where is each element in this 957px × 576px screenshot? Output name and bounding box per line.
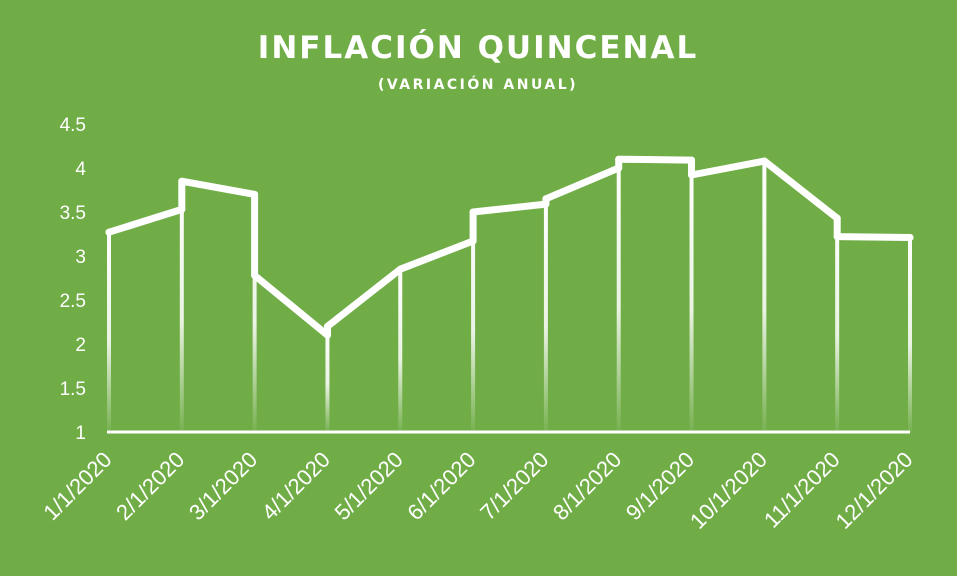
data-point <box>178 177 186 185</box>
x-axis: 1/1/20202/1/20203/1/20204/1/20205/1/2020… <box>38 447 917 534</box>
x-tick-label: 4/1/2020 <box>257 447 335 525</box>
data-point <box>833 214 841 222</box>
data-point <box>323 322 331 330</box>
data-point <box>688 171 696 179</box>
chart-title: INFLACIÓN QUINCENAL <box>258 29 698 66</box>
data-point <box>615 155 623 163</box>
x-tick-label: 2/1/2020 <box>111 447 189 525</box>
data-point <box>833 233 841 241</box>
y-tick-label: 4 <box>75 159 86 180</box>
x-tick-label: 7/1/2020 <box>475 447 553 525</box>
data-point <box>105 228 113 236</box>
x-tick-label: 5/1/2020 <box>330 447 408 525</box>
x-tick-label: 3/1/2020 <box>184 447 262 525</box>
x-tick-label: 1/1/2020 <box>38 447 116 525</box>
data-point <box>906 234 914 242</box>
drop-line <box>398 269 403 432</box>
drop-line <box>471 212 476 432</box>
x-tick-label: 8/1/2020 <box>548 447 626 525</box>
drop-line <box>179 181 184 432</box>
data-point <box>251 190 259 198</box>
y-tick-label: 1 <box>75 423 86 444</box>
y-tick-label: 2.5 <box>60 291 86 312</box>
y-tick-label: 2 <box>75 335 86 356</box>
chart-subtitle: (VARIACIÓN ANUAL) <box>378 75 578 93</box>
y-tick-label: 4.5 <box>60 115 86 136</box>
y-tick-label: 3.5 <box>60 203 86 224</box>
drop-lines-group <box>107 159 912 432</box>
data-point <box>178 205 186 213</box>
drop-line <box>616 159 621 432</box>
drop-line <box>107 232 111 432</box>
data-point <box>251 271 259 279</box>
x-tick-label: 12/1/2020 <box>831 447 918 534</box>
data-point <box>760 157 768 165</box>
drop-line <box>835 218 840 432</box>
data-point <box>688 156 696 164</box>
x-tick-label: 11/1/2020 <box>759 447 845 533</box>
drop-line <box>908 237 912 432</box>
y-tick-label: 1.5 <box>60 379 86 400</box>
data-point <box>469 237 477 245</box>
series-group <box>105 155 914 339</box>
y-axis: 1 1.5 2 2.5 3 3.5 4 4.5 <box>60 115 87 444</box>
drop-line <box>689 160 694 432</box>
data-point <box>542 200 550 208</box>
drop-line <box>252 194 257 432</box>
x-tick-label: 6/1/2020 <box>402 447 480 525</box>
drop-line <box>762 160 767 432</box>
drop-line <box>325 326 330 432</box>
drop-line <box>543 198 548 432</box>
y-tick-label: 3 <box>75 247 86 268</box>
data-point <box>396 265 404 273</box>
series-line <box>105 155 914 339</box>
data-point <box>542 195 550 203</box>
data-point <box>615 164 623 172</box>
x-tick-label: 10/1/2020 <box>685 447 772 534</box>
data-point <box>323 331 331 339</box>
data-point <box>469 208 477 216</box>
